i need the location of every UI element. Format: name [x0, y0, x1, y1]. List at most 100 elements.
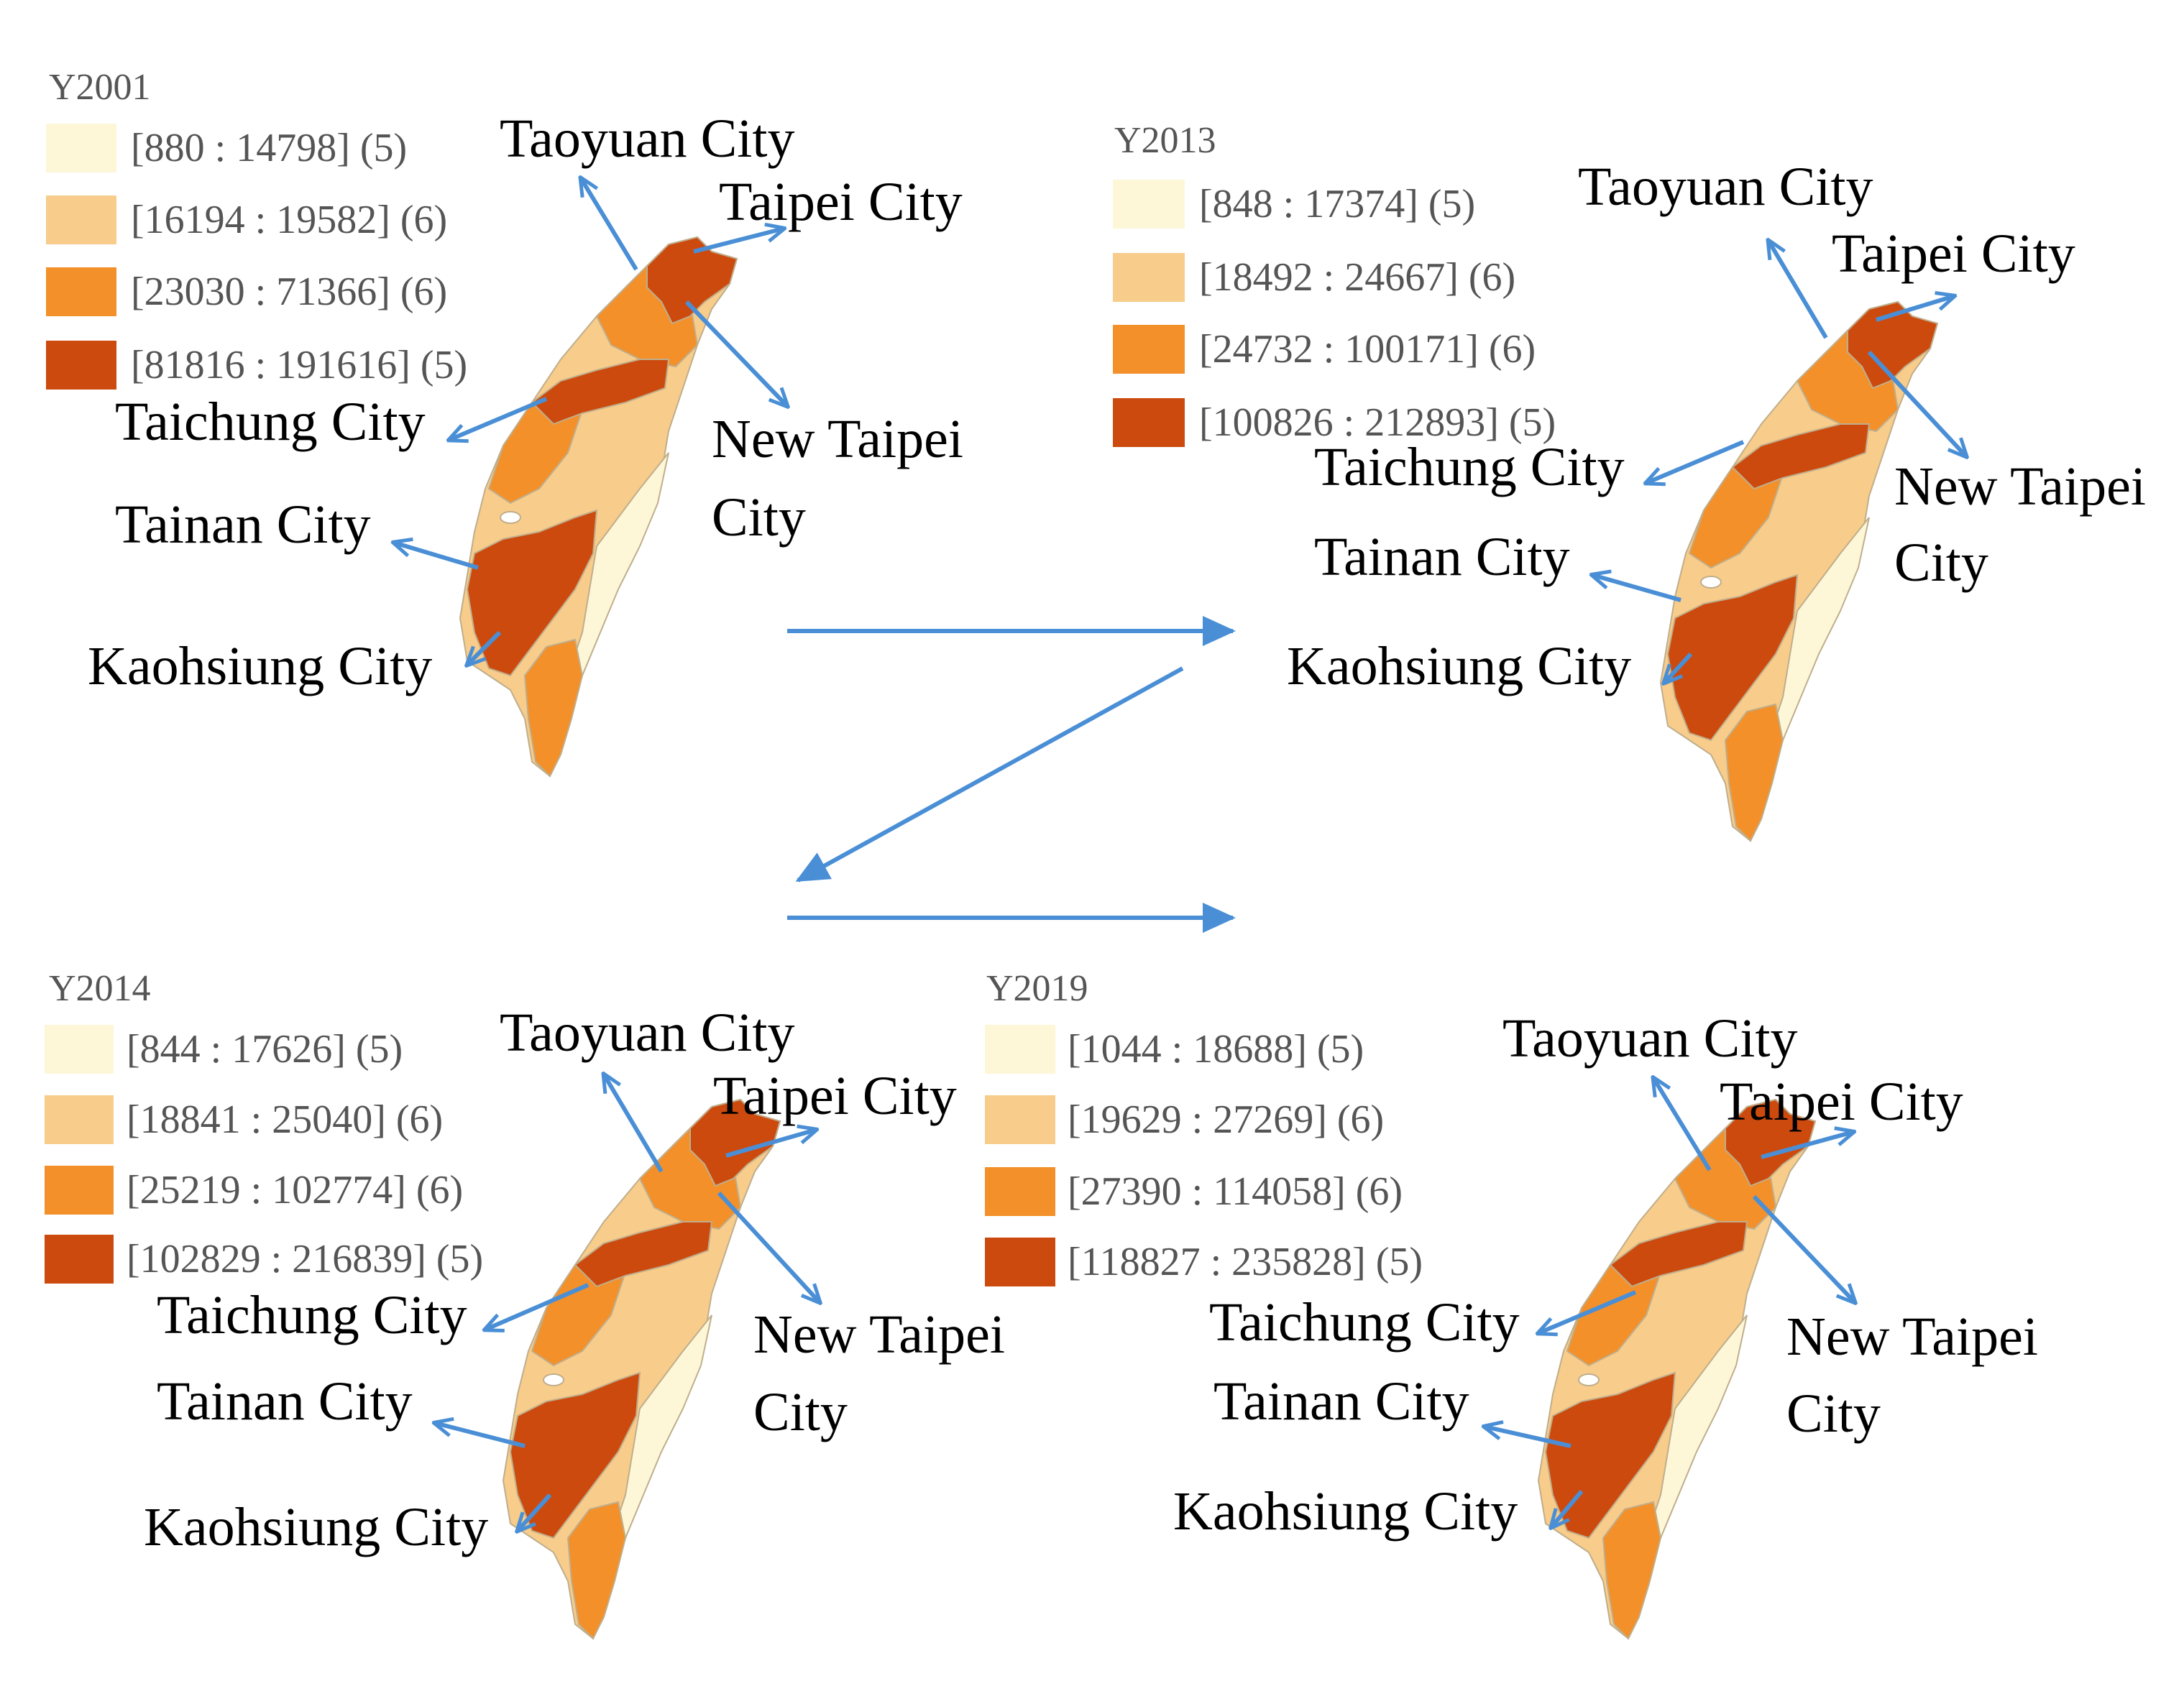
label-tainan: Tainan City: [157, 1371, 413, 1432]
pointer-arrows: [435, 1074, 820, 1531]
legend-label-4: [118827 : 235828] (5): [1068, 1240, 1423, 1284]
legend-swatch-4: [1113, 398, 1185, 447]
pointer-arrows: [1485, 1078, 1855, 1527]
pointer-taichung: [1538, 1290, 1637, 1333]
legend: Y2001 [880 : 14798] (5) [16194 : 19582] …: [46, 67, 467, 390]
legend-swatch-3: [46, 267, 116, 316]
pointer-taoyuan: [1768, 241, 1828, 339]
taiwan-map: [459, 236, 738, 777]
legend-swatch-4: [45, 1235, 114, 1284]
pointer-kaohsiung: [467, 630, 502, 665]
legend: Y2013 [848 : 17374] (5) [18492 : 24667] …: [1113, 120, 1556, 447]
label-taipei: Taipei City: [713, 1066, 957, 1126]
panel-y2013: Y2013 [848 : 17374] (5) [18492 : 24667] …: [1113, 120, 2146, 842]
legend-swatch-2: [985, 1095, 1055, 1144]
legend-label-1: [848 : 17374] (5): [1199, 182, 1475, 226]
label-taoyuan: Taoyuan City: [500, 109, 795, 169]
legend-label-4: [81816 : 191616] (5): [131, 343, 467, 387]
pointer-new-taipei: [684, 300, 787, 406]
pointer-kaohsiung: [518, 1493, 552, 1531]
pointer-taipei: [1876, 296, 1954, 322]
pointer-kaohsiung: [1664, 652, 1693, 683]
label-taipei: Taipei City: [1832, 224, 2075, 284]
legend-label-3: [27390 : 114058] (6): [1068, 1169, 1403, 1214]
label-new-taipei-2: City: [1894, 533, 1988, 593]
pointer-taipei: [693, 229, 784, 254]
label-new-taipei-1: New Taipei: [712, 409, 963, 469]
city-labels: Taoyuan City Taipei City Taichung City N…: [88, 109, 963, 696]
label-tainan: Tainan City: [115, 494, 371, 555]
legend: Y2014 [844 : 17626] (5) [18841 : 25040] …: [45, 968, 483, 1284]
label-taichung: Taichung City: [115, 392, 426, 452]
legend-label-4: [102829 : 216839] (5): [127, 1237, 483, 1281]
legend-label-1: [844 : 17626] (5): [127, 1027, 403, 1072]
label-taipei: Taipei City: [719, 172, 963, 232]
legend-label-3: [25219 : 102774] (6): [127, 1168, 463, 1212]
legend-swatch-2: [46, 195, 116, 244]
label-taoyuan: Taoyuan City: [1578, 157, 1873, 217]
city-labels: Taoyuan City Taipei City Taichung City N…: [144, 1003, 1005, 1557]
pointer-tainan: [1592, 575, 1681, 602]
pointer-tainan: [1485, 1427, 1572, 1448]
label-taoyuan: Taoyuan City: [500, 1003, 795, 1063]
legend-swatch-1: [1113, 180, 1185, 229]
legend-swatch-3: [45, 1166, 114, 1215]
legend-label-2: [18492 : 24667] (6): [1199, 255, 1515, 300]
pointer-tainan: [394, 543, 479, 570]
year-label: Y2019: [986, 968, 1088, 1009]
year-label: Y2014: [49, 968, 151, 1009]
legend-label-1: [880 : 14798] (5): [131, 126, 407, 170]
label-new-taipei-2: City: [1786, 1383, 1881, 1444]
label-kaohsiung: Kaohsiung City: [1173, 1481, 1518, 1542]
pointer-arrows: [1592, 241, 1966, 683]
legend-label-3: [24732 : 100171] (6): [1199, 327, 1536, 372]
pointer-taoyuan: [581, 178, 638, 271]
transition-arrows: [787, 616, 1236, 933]
panel-y2019: Y2019 [1044 : 18688] (5) [19629 : 27269]…: [985, 968, 2038, 1639]
taiwan-map: [503, 1099, 781, 1639]
pointer-taichung: [485, 1283, 589, 1330]
legend-swatch-2: [1113, 253, 1185, 302]
pointer-arrows: [394, 178, 787, 665]
legend-label-3: [23030 : 71366] (6): [131, 270, 447, 314]
label-taichung: Taichung City: [157, 1285, 467, 1345]
pointer-taipei: [1761, 1132, 1853, 1159]
pointer-new-taipei: [717, 1191, 820, 1302]
legend-swatch-1: [985, 1025, 1055, 1074]
label-new-taipei-2: City: [712, 487, 806, 548]
label-kaohsiung: Kaohsiung City: [144, 1497, 488, 1557]
legend-swatch-1: [45, 1025, 114, 1074]
legend-label-1: [1044 : 18688] (5): [1068, 1027, 1364, 1072]
year-label: Y2001: [49, 67, 151, 108]
label-new-taipei-2: City: [753, 1382, 848, 1442]
label-taichung: Taichung City: [1209, 1292, 1520, 1353]
pointer-taipei: [725, 1130, 816, 1158]
legend-swatch-4: [46, 341, 116, 390]
legend-swatch-2: [45, 1095, 114, 1144]
legend: Y2019 [1044 : 18688] (5) [19629 : 27269]…: [985, 968, 1423, 1286]
label-tainan: Tainan City: [1213, 1371, 1469, 1432]
arrow-2013-to-2014: [795, 666, 1184, 883]
pointer-taichung: [1646, 440, 1745, 483]
pointer-taichung: [449, 397, 548, 440]
legend-label-2: [16194 : 19582] (6): [131, 198, 447, 242]
panel-y2001: Y2001 [880 : 14798] (5) [16194 : 19582] …: [46, 67, 963, 777]
pointer-taoyuan: [604, 1074, 664, 1173]
legend-swatch-3: [985, 1167, 1055, 1216]
label-kaohsiung: Kaohsiung City: [1287, 636, 1631, 696]
city-labels: Taoyuan City Taipei City Taichung City N…: [1287, 157, 2146, 696]
legend-label-4: [100826 : 212893] (5): [1199, 400, 1556, 445]
pointer-kaohsiung: [1551, 1490, 1584, 1527]
legend-swatch-1: [46, 124, 116, 172]
label-new-taipei-1: New Taipei: [1894, 456, 2146, 517]
panel-y2014: Y2014 [844 : 17626] (5) [18841 : 25040] …: [45, 968, 1005, 1639]
label-new-taipei-1: New Taipei: [1786, 1307, 2038, 1367]
pointer-tainan: [435, 1423, 526, 1448]
label-taichung: Taichung City: [1314, 437, 1625, 497]
pointer-new-taipei: [1867, 350, 1966, 456]
pointer-taoyuan: [1653, 1078, 1712, 1171]
label-new-taipei-1: New Taipei: [753, 1304, 1005, 1365]
legend-swatch-4: [985, 1238, 1055, 1286]
pointer-new-taipei: [1752, 1194, 1855, 1302]
